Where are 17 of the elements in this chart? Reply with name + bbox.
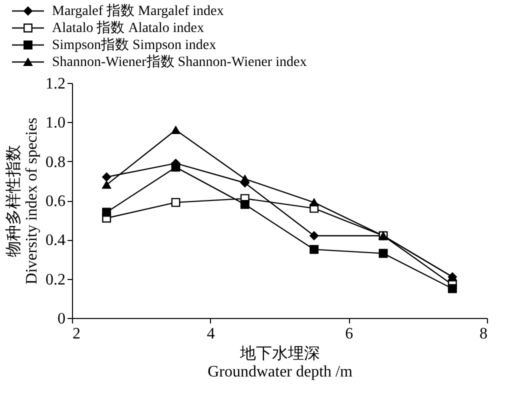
y-tick-label: 0.4 [46,232,66,250]
y-tick-label: 0.6 [46,193,66,210]
y-tick-label: 0 [58,310,66,328]
y-tick-label: 0.8 [46,154,66,171]
x-axis-title: 地下水埋深 Groundwater depth /m [208,344,353,380]
y-axis-title: 物种多样性指数 Diversity index of species [4,118,40,284]
legend-label: Simpson指数 Simpson index [52,37,216,53]
x-tick-label: 4 [206,326,215,342]
legend-label: Margalef 指数 Margalef index [52,3,224,19]
x-tick-label: 6 [345,326,354,342]
y-tick-label: 0.2 [46,271,66,288]
legend-label: Alatalo 指数 Alatalo index [52,20,204,36]
legend-label: Shannon-Wiener指数 Shannon-Wiener index [52,54,307,70]
y-tick-label: 1.2 [46,76,66,92]
x-tick-label: 8 [480,326,488,342]
x-tick-label: 2 [72,326,80,342]
y-tick-label: 1.0 [46,114,66,132]
